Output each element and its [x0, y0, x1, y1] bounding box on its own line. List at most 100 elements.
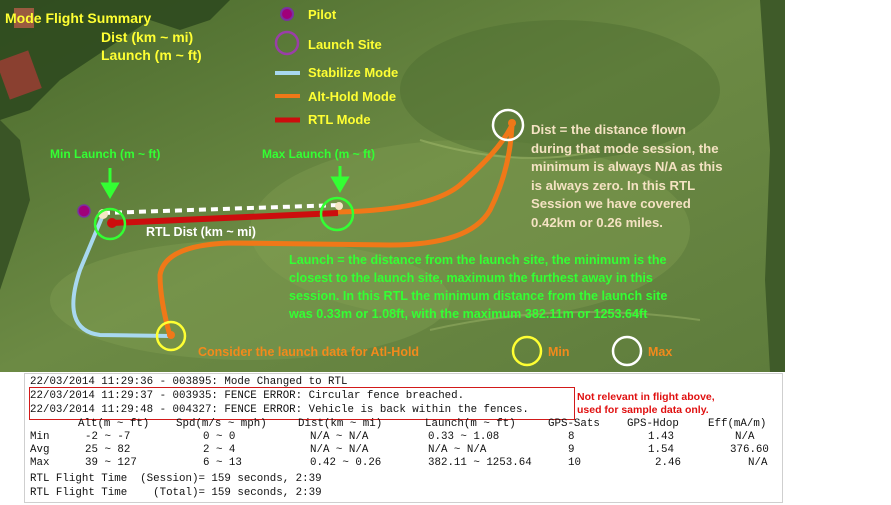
cell-spd: 0 ~ 0	[203, 431, 236, 443]
althold-path	[157, 123, 515, 337]
table-row: Avg 25 ~ 82 2 ~ 4 N/A ~ N/A N/A ~ N/A 9 …	[30, 444, 775, 457]
stats-table: Alt(m ~ ft) Spd(m/s ~ mph) Dist(km ~ mi)…	[30, 418, 775, 470]
cell-hdop: 2.46	[655, 457, 681, 469]
cell-eff: N/A	[748, 457, 768, 469]
cell-eff: 376.60	[730, 444, 769, 456]
house-roof	[14, 8, 34, 28]
cell-dist: 0.42 ~ 0.26	[310, 457, 382, 469]
title-line-1: Mode Flight Summary	[5, 10, 152, 26]
pilot-marker	[77, 204, 91, 218]
table-header-cell: Alt(m ~ ft)	[78, 418, 150, 430]
table-row: Max 39 ~ 127 6 ~ 13 0.42 ~ 0.26 382.11 ~…	[30, 457, 775, 470]
legend-pilot-icon	[280, 7, 294, 21]
launch-note-line: Launch = the distance from the launch si…	[289, 253, 667, 267]
dist-note: Dist = the distance flown during that mo…	[531, 121, 723, 232]
row-label: Max	[30, 457, 50, 469]
tractor-track	[429, 311, 701, 331]
cell-hdop: 1.54	[648, 444, 674, 456]
cell-spd: 2 ~ 4	[203, 444, 236, 456]
althold-far-point	[508, 119, 516, 127]
cell-dist: N/A ~ N/A	[310, 431, 369, 443]
min-launch-green-ring	[93, 207, 127, 241]
table-header-row: Alt(m ~ ft) Spd(m/s ~ mph) Dist(km ~ mi)…	[30, 418, 775, 431]
launch-note-line: was 0.33m or 1.08ft, with the maximum 38…	[289, 307, 648, 321]
field-background	[0, 0, 785, 372]
session-time: RTL Flight Time (Session)= 159 seconds, …	[30, 473, 322, 485]
tree-cluster	[0, 0, 230, 120]
max-circle	[491, 108, 525, 142]
stabilize-path	[71, 214, 171, 338]
woodland-left	[0, 120, 30, 290]
consider-label: Consider the launch data for Atl-Hold	[198, 345, 420, 359]
max-launch-dot	[335, 202, 343, 210]
cell-sats: 10	[568, 457, 581, 469]
log-line: 22/03/2014 11:29:48 - 004327: FENCE ERRO…	[30, 404, 529, 416]
cell-launch: 382.11 ~ 1253.64	[428, 457, 532, 469]
dist-note-line: minimum is always N/A as this	[531, 159, 723, 174]
house-roof	[0, 50, 42, 100]
not-relevant-note: Not relevant in flight above, used for s…	[577, 391, 715, 417]
cell-spd: 6 ~ 13	[203, 457, 242, 469]
legend-launch-site-icon	[274, 30, 300, 56]
legend-rtl-label: RTL Mode	[308, 112, 371, 127]
aerial-map	[0, 0, 785, 372]
max-legend-label: Max	[648, 345, 673, 359]
dist-note-line: is always zero. In this RTL	[531, 177, 696, 193]
log-line: 22/03/2014 11:29:36 - 003895: Mode Chang…	[30, 376, 348, 388]
table-header-cell: Eff(mA/m)	[708, 418, 767, 430]
grass-patch	[400, 20, 720, 160]
cell-dist: N/A ~ N/A	[310, 444, 369, 456]
launch-note: Launch = the distance from the launch si…	[289, 251, 667, 323]
note-line: used for sample data only.	[577, 404, 709, 416]
cell-sats: 9	[568, 444, 575, 456]
table-row: Min -2 ~ -7 0 ~ 0 N/A ~ N/A 0.33 ~ 1.08 …	[30, 431, 775, 444]
min-legend-label: Min	[548, 345, 570, 359]
cell-sats: 8	[568, 431, 575, 443]
max-launch-green-ring	[319, 196, 355, 232]
title-line-3: Launch (m ~ ft)	[101, 47, 202, 63]
table-header-cell: Dist(km ~ mi)	[298, 418, 383, 430]
row-label: Avg	[30, 444, 50, 456]
max-legend-circle	[611, 335, 643, 367]
max-launch-arrow	[330, 166, 350, 193]
min-launch-label: Min Launch (m ~ ft)	[50, 147, 161, 161]
legend-launch-site-label: Launch Site	[308, 37, 382, 52]
launch-note-line: session. In this RTL the minimum distanc…	[289, 289, 668, 303]
dist-note-line: 0.42km or 0.26 miles.	[531, 214, 663, 230]
min-launch-arrow	[100, 168, 120, 199]
cell-eff: N/A	[735, 431, 755, 443]
legend-althold-label: Alt-Hold Mode	[308, 89, 397, 104]
table-header-cell: GPS-Sats	[548, 418, 600, 430]
min-circle	[155, 320, 187, 352]
note-line: Not relevant in flight above,	[577, 391, 715, 403]
dashed-route	[102, 203, 341, 215]
cell-alt: -2 ~ -7	[85, 431, 131, 443]
cell-launch: 0.33 ~ 1.08	[428, 431, 500, 443]
table-header-cell: GPS-Hdop	[627, 418, 679, 430]
dist-note-line: during that mode session, the	[531, 140, 719, 156]
log-line: 22/03/2014 11:29:37 - 003935: FENCE ERRO…	[30, 390, 465, 402]
althold-endpoint	[167, 331, 175, 339]
max-launch-label: Max Launch (m ~ ft)	[262, 147, 376, 161]
table-header-cell: Launch(m ~ ft)	[425, 418, 516, 430]
table-header-cell: Spd(m/s ~ mph)	[176, 418, 267, 430]
launch-note-line: closest to the launch site, maximum the …	[289, 271, 653, 285]
grass-patch	[50, 240, 450, 360]
total-time: RTL Flight Time (Total)= 159 seconds, 2:…	[30, 487, 322, 499]
title-line-2: Dist (km ~ mi)	[101, 29, 194, 45]
rtl-path	[111, 210, 339, 226]
row-label: Min	[30, 431, 50, 443]
fence-error-highlight	[29, 387, 575, 420]
tractor-track	[419, 139, 601, 159]
dist-note-line: Session we have covered	[531, 196, 691, 211]
cell-alt: 25 ~ 82	[85, 444, 131, 456]
log-panel	[24, 373, 783, 503]
cell-hdop: 1.43	[648, 431, 674, 443]
min-legend-circle	[511, 335, 543, 367]
cell-alt: 39 ~ 127	[85, 457, 137, 469]
cell-launch: N/A ~ N/A	[428, 444, 487, 456]
dist-note-line: Dist = the distance flown	[531, 122, 686, 137]
legend-pilot-label: Pilot	[308, 7, 337, 22]
rtl-end-dot	[107, 218, 117, 228]
legend-stabilize-label: Stabilize Mode	[308, 65, 399, 80]
